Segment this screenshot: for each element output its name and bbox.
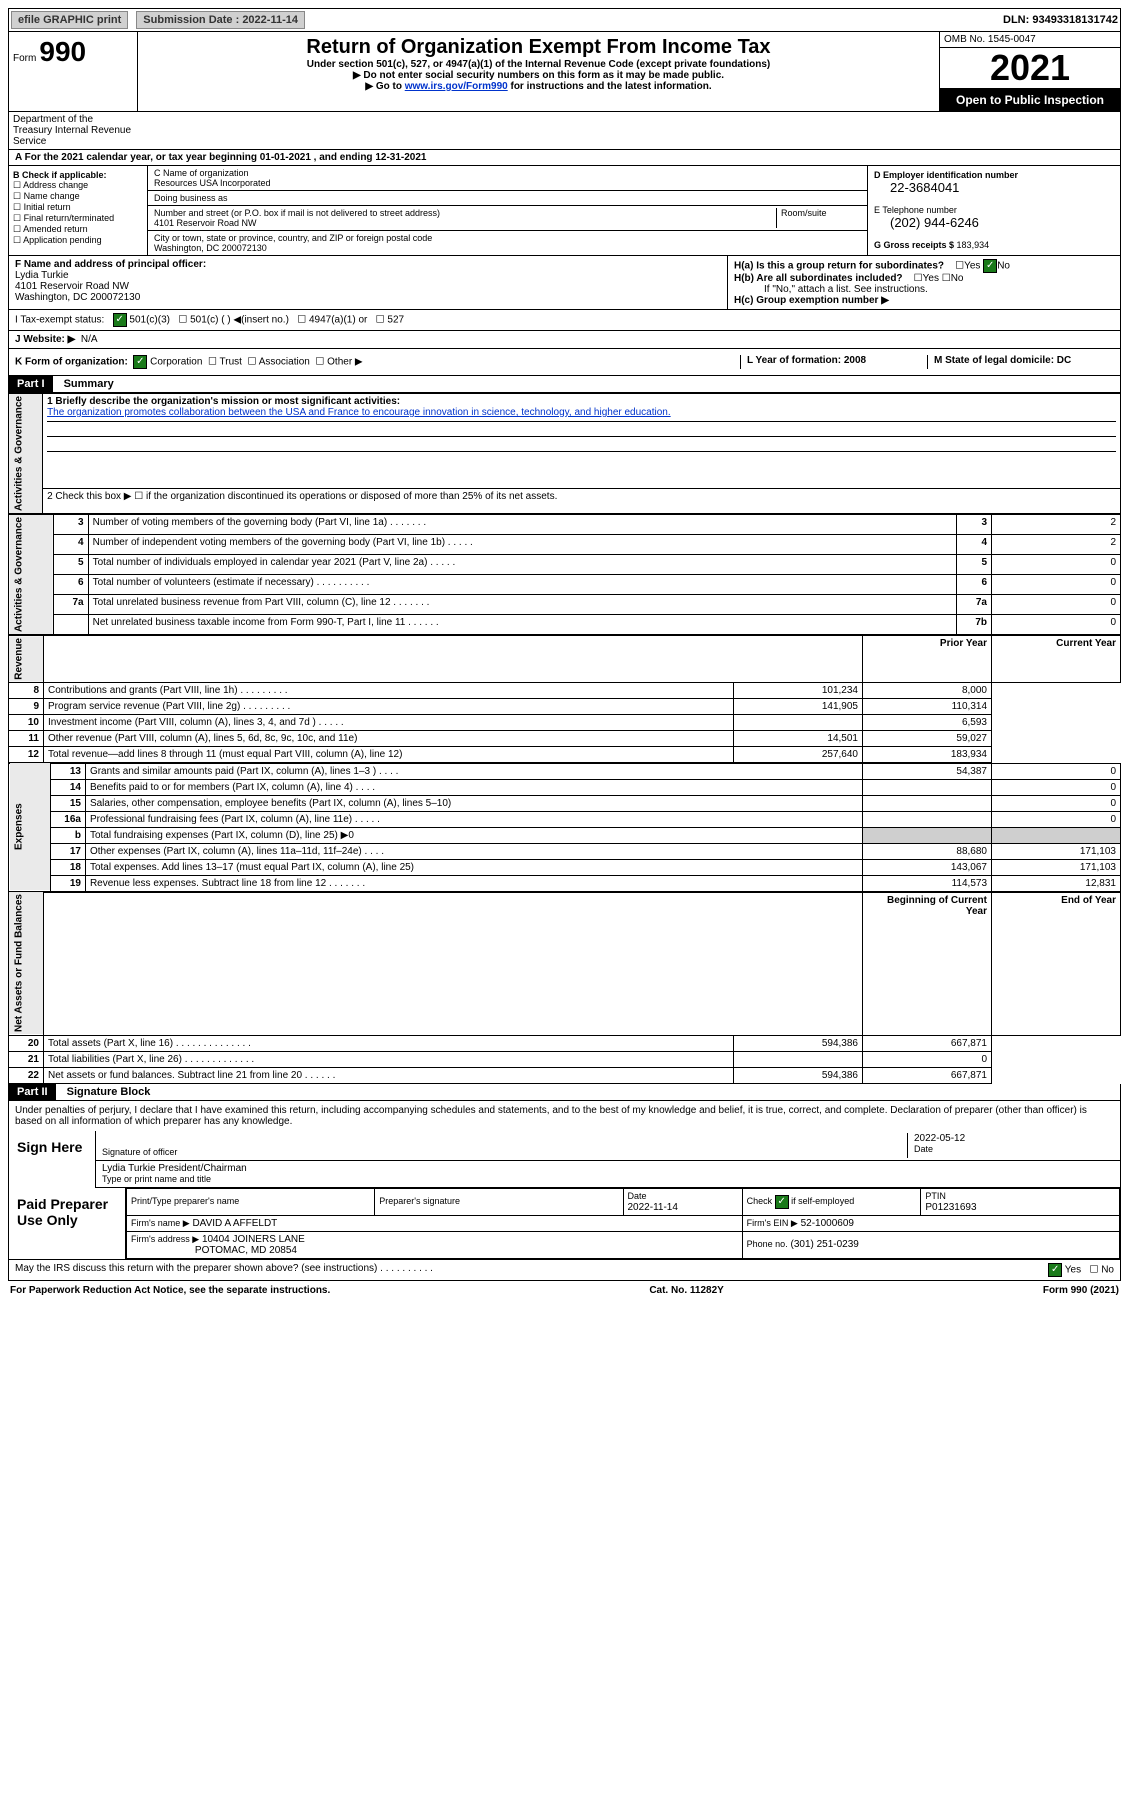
prep-date: 2022-11-14 (628, 1202, 678, 1213)
irs-link[interactable]: www.irs.gov/Form990 (405, 81, 508, 92)
netassets-table: Net Assets or Fund Balances Beginning of… (8, 892, 1121, 1084)
cb-initial-return[interactable]: ☐ Initial return (13, 202, 143, 213)
section-a: A For the 2021 calendar year, or tax yea… (8, 150, 1121, 166)
firm-name: DAVID A AFFELDT (192, 1218, 277, 1229)
open-to-public: Open to Public Inspection (940, 89, 1120, 111)
efile-button[interactable]: efile GRAPHIC print (11, 11, 128, 29)
subtitle-3: ▶ Go to www.irs.gov/Form990 for instruct… (146, 81, 931, 92)
tax-year: 2021 (940, 48, 1120, 89)
mission-statement: The organization promotes collaboration … (47, 407, 1116, 422)
officer-name: Lydia Turkie (15, 270, 69, 281)
expenses-table: Expenses13Grants and similar amounts pai… (8, 763, 1121, 892)
section-c: C Name of organization Resources USA Inc… (148, 166, 867, 255)
top-bar: efile GRAPHIC print Submission Date : 20… (8, 8, 1121, 32)
omb-number: OMB No. 1545-0047 (940, 32, 1120, 48)
section-b: B Check if applicable: ☐ Address change … (9, 166, 148, 255)
org-info-block: B Check if applicable: ☐ Address change … (8, 166, 1121, 256)
form-number: 990 (39, 36, 86, 67)
org-name: Resources USA Incorporated (154, 178, 271, 188)
form-header: Form 990 Return of Organization Exempt F… (8, 32, 1121, 112)
firm-address: 10404 JOINERS LANE (202, 1234, 305, 1245)
cb-name-change[interactable]: ☐ Name change (13, 191, 143, 202)
cb-501c3[interactable]: ✓ (113, 313, 127, 327)
section-j: J Website: ▶ N/A (8, 331, 1121, 349)
cb-address-change[interactable]: ☐ Address change (13, 180, 143, 191)
main-title: Return of Organization Exempt From Incom… (146, 36, 931, 59)
gross-receipts: 183,934 (957, 240, 990, 250)
revenue-table: Revenue Prior YearCurrent Year8Contribut… (8, 635, 1121, 763)
cb-application-pending[interactable]: ☐ Application pending (13, 235, 143, 246)
sig-date: 2022-05-12 (914, 1133, 965, 1144)
dln-label: DLN: 93493318131742 (1003, 14, 1118, 26)
submission-date-button[interactable]: Submission Date : 2022-11-14 (136, 11, 305, 29)
website: N/A (81, 334, 98, 345)
cb-amended[interactable]: ☐ Amended return (13, 224, 143, 235)
part-ii-header: Part II Signature Block (8, 1084, 1121, 1101)
section-k-l-m: K Form of organization: ✓ Corporation ☐ … (8, 349, 1121, 376)
section-d-e-g: D Employer identification number 22-3684… (867, 166, 1120, 255)
street-address: 4101 Reservoir Road NW (154, 218, 257, 228)
cb-discuss-yes[interactable]: ✓ (1048, 1263, 1062, 1277)
form-prefix: Form (13, 53, 36, 64)
ptin: P01231693 (925, 1202, 976, 1213)
section-i: I Tax-exempt status: ✓ 501(c)(3) ☐ 501(c… (8, 310, 1121, 331)
group-return-no[interactable]: ✓ (983, 259, 997, 273)
firm-ein: 52-1000609 (801, 1218, 854, 1229)
cb-final-return[interactable]: ☐ Final return/terminated (13, 213, 143, 224)
paid-preparer-label: Paid Preparer Use Only (9, 1188, 126, 1259)
penalty-statement: Under penalties of perjury, I declare th… (9, 1101, 1120, 1131)
page-footer: For Paperwork Reduction Act Notice, see … (8, 1281, 1121, 1300)
officer-typed-name: Lydia Turkie President/Chairman (102, 1163, 247, 1174)
sign-here-label: Sign Here (9, 1131, 96, 1188)
cb-self-employed[interactable]: ✓ (775, 1195, 789, 1209)
subtitle-2: ▶ Do not enter social security numbers o… (146, 70, 931, 81)
cb-corporation[interactable]: ✓ (133, 355, 147, 369)
summary-table: Activities & Governance 1 Briefly descri… (8, 393, 1121, 514)
firm-phone: (301) 251-0239 (790, 1239, 858, 1250)
part-i-header: Part I Summary (8, 376, 1121, 393)
signature-block: Under penalties of perjury, I declare th… (8, 1101, 1121, 1281)
section-f-h: F Name and address of principal officer:… (8, 256, 1121, 310)
department-cell: Department of the Treasury Internal Reve… (8, 112, 1121, 150)
telephone: (202) 944-6246 (874, 215, 1114, 230)
governance-rows: Activities & Governance3Number of voting… (8, 514, 1121, 635)
governance-label: Activities & Governance (9, 394, 43, 514)
ein: 22-3684041 (874, 180, 1114, 195)
city-state-zip: Washington, DC 200072130 (154, 243, 267, 253)
subtitle-1: Under section 501(c), 527, or 4947(a)(1)… (146, 59, 931, 70)
